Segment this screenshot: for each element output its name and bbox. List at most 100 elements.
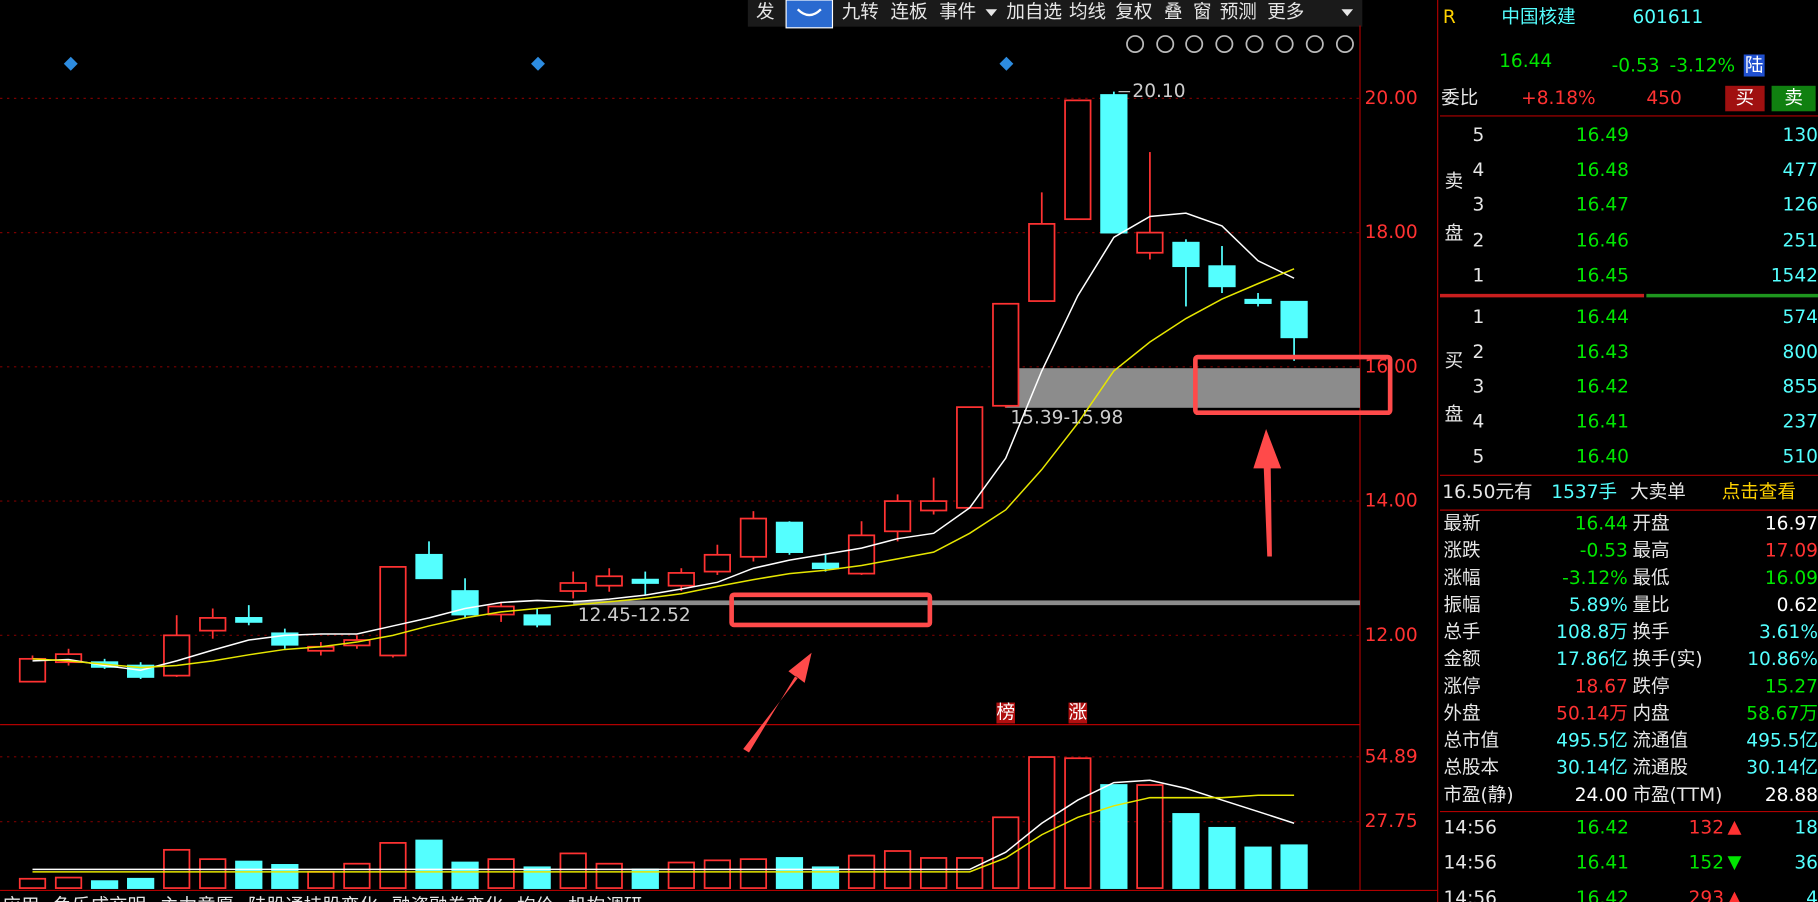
- level-volume: 800: [1783, 342, 1818, 363]
- tick-price: 16.42: [1576, 817, 1629, 838]
- candle-body: [54, 653, 83, 664]
- stat-label: 总手: [1443, 622, 1480, 643]
- candle-body: [199, 617, 227, 632]
- zone-label: 15.39-15.98: [1010, 408, 1123, 429]
- toolbar-button[interactable]: 复权: [1115, 2, 1152, 23]
- tick-time: 14:56: [1443, 817, 1496, 838]
- volume-bar: [379, 842, 407, 889]
- buy-label: 盘: [1445, 405, 1464, 426]
- tab[interactable]: 机构调研: [568, 896, 642, 902]
- toolbar-button[interactable]: 均线: [1069, 2, 1106, 23]
- big-order-text: 大卖单: [1630, 482, 1686, 503]
- level-price: 16.44: [1576, 307, 1629, 328]
- stat-label: 市盈(TTM): [1632, 785, 1722, 806]
- tab[interactable]: 应用: [2, 896, 39, 902]
- marker: 榜: [996, 703, 1015, 724]
- toolbar-button[interactable]: 更多: [1267, 2, 1304, 23]
- tab[interactable]: 鱼乐成交明: [53, 896, 146, 902]
- candle-body: [847, 534, 876, 575]
- tab[interactable]: 主力意愿: [160, 896, 234, 902]
- big-order-text[interactable]: 点击查看: [1722, 482, 1796, 503]
- level-volume: 574: [1783, 307, 1818, 328]
- stat-value: 50.14万: [1556, 703, 1628, 724]
- toolbar-button[interactable]: 连板: [890, 2, 927, 23]
- price-zone: [573, 600, 1360, 606]
- level-volume: 855: [1783, 377, 1818, 398]
- toolbar-button[interactable]: 事件: [939, 2, 976, 23]
- high-label: 20.10: [1132, 81, 1185, 102]
- tick-count: 18: [1794, 817, 1818, 838]
- volume-bar: [667, 861, 695, 889]
- big-order-text: 16.50元有: [1442, 482, 1532, 503]
- volume-bar: [739, 858, 768, 889]
- price-zone: [1005, 368, 1360, 408]
- tab[interactable]: 陆股通持股变化: [248, 896, 378, 902]
- candle-body: [811, 562, 840, 570]
- volume-bar: [487, 858, 515, 889]
- level-price: 16.45: [1576, 265, 1629, 286]
- tick-count: 36: [1794, 853, 1818, 874]
- ma-line: [32, 794, 1295, 873]
- level: 2: [1472, 342, 1484, 363]
- chart-tools[interactable]: [1126, 35, 1354, 54]
- toolbar-button[interactable]: 预测: [1220, 2, 1257, 23]
- volume-bar: [703, 859, 731, 889]
- sell-label: 卖: [1445, 172, 1464, 193]
- candle-body: [523, 614, 551, 626]
- stat-label: 金额: [1443, 649, 1481, 670]
- stat-label: 涨幅: [1443, 568, 1480, 589]
- y-tick-label: 18.00: [1365, 222, 1418, 243]
- sell-button[interactable]: [1771, 85, 1816, 112]
- level-price: 16.49: [1576, 125, 1629, 146]
- volume-bar: [1280, 844, 1308, 889]
- volume-bar: [271, 864, 299, 889]
- toolbar-button[interactable]: 加自选: [1006, 2, 1062, 23]
- stat-label: 换手: [1632, 622, 1669, 643]
- tick-time: 14:56: [1443, 853, 1496, 874]
- volume-bar: [559, 852, 587, 889]
- tick-count: 4: [1806, 888, 1818, 902]
- volume-bar: [90, 880, 119, 889]
- buy-button-label[interactable]: 买: [1736, 88, 1755, 109]
- stat-label: 最低: [1632, 568, 1669, 589]
- buy-button[interactable]: [1725, 85, 1765, 112]
- change: -0.53: [1612, 56, 1660, 77]
- candle-body: [1172, 241, 1200, 268]
- tick-volume: 132: [1689, 817, 1724, 838]
- sell-button-label[interactable]: 卖: [1784, 88, 1803, 109]
- toolbar-button[interactable]: 叠: [1164, 2, 1183, 23]
- ma-line: [32, 268, 1295, 669]
- level: 2: [1472, 231, 1484, 252]
- level-volume: 237: [1783, 412, 1818, 433]
- marker: 涨: [1069, 703, 1088, 724]
- level-price: 16.43: [1576, 342, 1629, 363]
- stat-label: 总市值: [1443, 731, 1499, 752]
- candle-body: [992, 302, 1020, 407]
- dropdown-icon[interactable]: [985, 9, 998, 17]
- tab[interactable]: 融资融券变化: [392, 896, 503, 902]
- volume-bar: [127, 877, 155, 889]
- level-volume: 1542: [1771, 265, 1818, 286]
- level-volume: 251: [1783, 231, 1818, 252]
- toolbar-button[interactable]: 窗: [1193, 2, 1212, 23]
- tab[interactable]: 均价: [517, 896, 554, 902]
- candle-body: [1028, 223, 1056, 302]
- stat-value: 58.67万: [1746, 703, 1818, 724]
- dropdown-icon[interactable]: [1341, 9, 1354, 17]
- stat-label: 最高: [1632, 541, 1669, 562]
- volume-bar: [451, 861, 479, 889]
- level-price: 16.47: [1576, 195, 1629, 216]
- stat-label: 最新: [1443, 514, 1480, 535]
- toolbar-button[interactable]: 发: [756, 2, 775, 23]
- level-volume: 477: [1783, 160, 1818, 181]
- volume-bar: [811, 866, 840, 889]
- y-tick-label: 27.75: [1365, 811, 1418, 832]
- y-tick-label: 14.00: [1365, 491, 1418, 512]
- tag-box: [1743, 54, 1765, 77]
- stat-label: 外盘: [1443, 703, 1480, 724]
- tick-arrow: [1729, 891, 1740, 902]
- tick-arrow: [1727, 820, 1742, 835]
- toolbar-button[interactable]: 九转: [842, 2, 879, 23]
